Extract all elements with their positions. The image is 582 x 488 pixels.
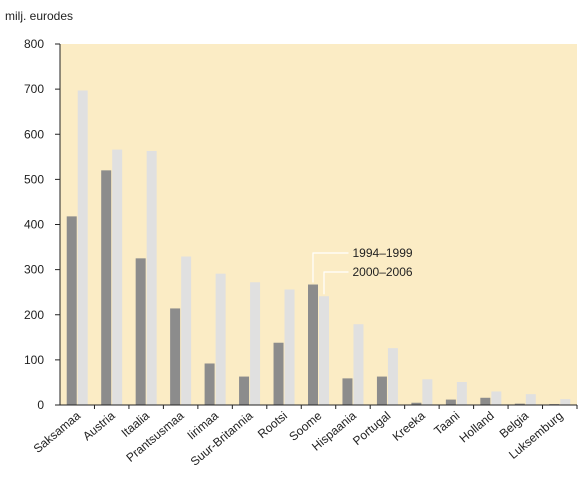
- bar-2000-2006-suur-britannia: [250, 282, 261, 405]
- y-axis-unit-label: milj. eurodes: [5, 9, 73, 23]
- legend: 1994–1999 2000–2006: [312, 246, 413, 295]
- bar-2000-2006-taani: [456, 381, 467, 405]
- plot-background: [60, 44, 577, 405]
- x-category-label: Portugal: [350, 409, 393, 448]
- bar-1994-1999-hispaania: [342, 378, 353, 405]
- bar-1994-1999-taani: [445, 399, 456, 405]
- y-tick-label: 600: [24, 127, 44, 141]
- y-tick-label: 800: [24, 37, 44, 51]
- x-category-label: Rootsi: [255, 409, 290, 442]
- bars: [66, 90, 571, 405]
- bar-2000-2006-saksamaa: [77, 90, 88, 405]
- x-category-label: Holland: [457, 409, 497, 446]
- bar-1994-1999-belgia: [514, 403, 525, 405]
- bar-2000-2006-austria: [112, 149, 123, 405]
- bar-1994-1999-itaalia: [135, 258, 146, 405]
- bar-2000-2006-rootsi: [284, 289, 295, 405]
- legend-label-2000-2006: 2000–2006: [353, 265, 413, 279]
- bar-2000-2006-itaalia: [146, 150, 157, 405]
- x-category-label: Saksamaa: [31, 408, 84, 455]
- bar-2000-2006-prantsusmaa: [181, 256, 192, 405]
- y-tick-label: 700: [24, 82, 44, 96]
- legend-leader-2000-2006: [323, 271, 349, 295]
- y-tick-label: 200: [24, 308, 44, 322]
- bar-2000-2006-belgia: [525, 394, 536, 405]
- y-axis: 0 100 200 300 400 500 600 700 800: [24, 37, 60, 412]
- bar-2000-2006-hispaania: [353, 324, 364, 405]
- bar-1994-1999-soome: [308, 284, 318, 405]
- bar-1994-1999-austria: [101, 170, 112, 405]
- bar-2000-2006-holland: [491, 391, 502, 405]
- x-category-label: Austria: [80, 408, 118, 443]
- bar-1994-1999-iirimaa: [204, 363, 215, 405]
- bar-2000-2006-kreeka: [422, 379, 433, 405]
- legend-label-1994-1999: 1994–1999: [353, 246, 413, 260]
- y-tick-label: 500: [24, 172, 44, 186]
- bar-1994-1999-rootsi: [273, 342, 284, 405]
- bar-1994-1999-portugal: [376, 376, 387, 405]
- bar-1994-1999-saksamaa: [66, 216, 77, 405]
- bar-2000-2006-soome: [319, 296, 329, 405]
- bar-1994-1999-holland: [480, 397, 491, 405]
- bar-2000-2006-iirimaa: [215, 273, 226, 405]
- bar-1994-1999-suur-britannia: [239, 376, 250, 405]
- y-tick-label: 300: [24, 263, 44, 277]
- bar-1994-1999-kreeka: [411, 402, 422, 405]
- bar-2000-2006-luksemburg: [560, 399, 571, 405]
- y-tick-label: 100: [24, 353, 44, 367]
- y-tick-label: 400: [24, 218, 44, 232]
- x-category-label: Kreeka: [390, 408, 428, 443]
- bar-1994-1999-prantsusmaa: [170, 308, 181, 405]
- y-tick-label: 0: [37, 398, 44, 412]
- legend-leader-1994-1999: [312, 252, 349, 283]
- bar-2000-2006-portugal: [387, 348, 398, 405]
